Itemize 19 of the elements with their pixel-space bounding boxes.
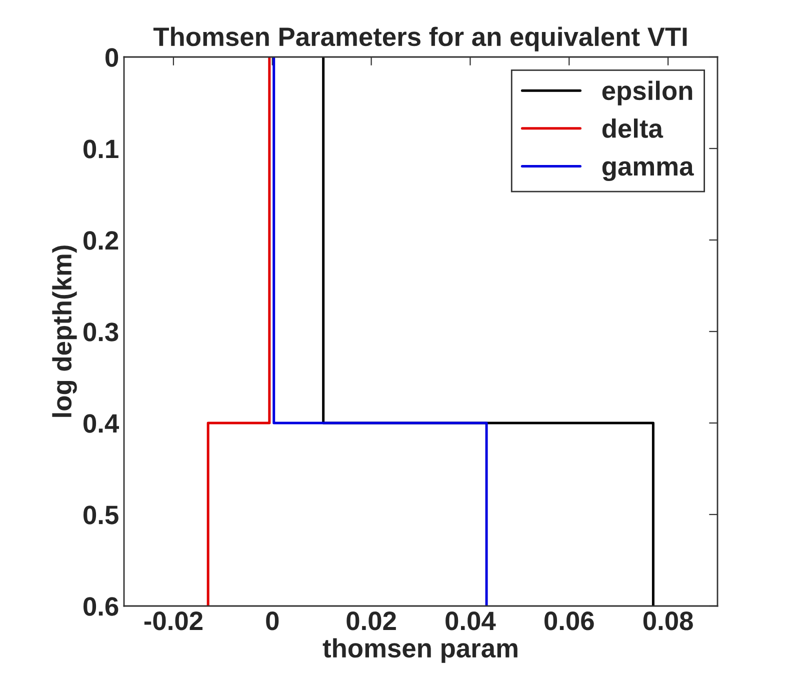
- y-tick-label: 0.2: [84, 231, 118, 250]
- y-tick-label: 0.6: [84, 597, 118, 616]
- y-tick-label: 0: [106, 48, 118, 67]
- y-tick-label: 0.5: [84, 506, 118, 524]
- x-tick-label: 0: [266, 612, 279, 630]
- legend-label: gamma: [602, 161, 694, 182]
- x-tick-label: 0.06: [544, 612, 594, 630]
- y-axis-title: log depth(km): [52, 246, 77, 417]
- x-tick-label: 0.04: [446, 612, 496, 630]
- y-tick-label: 0.3: [84, 322, 118, 342]
- legend-label: epsilon: [602, 80, 692, 106]
- legend-label: delta: [602, 118, 664, 138]
- x-tick-label: 0.02: [346, 612, 396, 630]
- chart-title: Thomsen Parameters for an equivalent VTI: [153, 26, 687, 52]
- y-tick-label: 0.1: [84, 140, 118, 158]
- x-tick-label: 0.08: [643, 612, 693, 630]
- y-tick-label: 0.4: [84, 414, 119, 433]
- x-tick-label: -0.02: [144, 612, 202, 630]
- x-axis-title: thomsen param: [322, 638, 518, 663]
